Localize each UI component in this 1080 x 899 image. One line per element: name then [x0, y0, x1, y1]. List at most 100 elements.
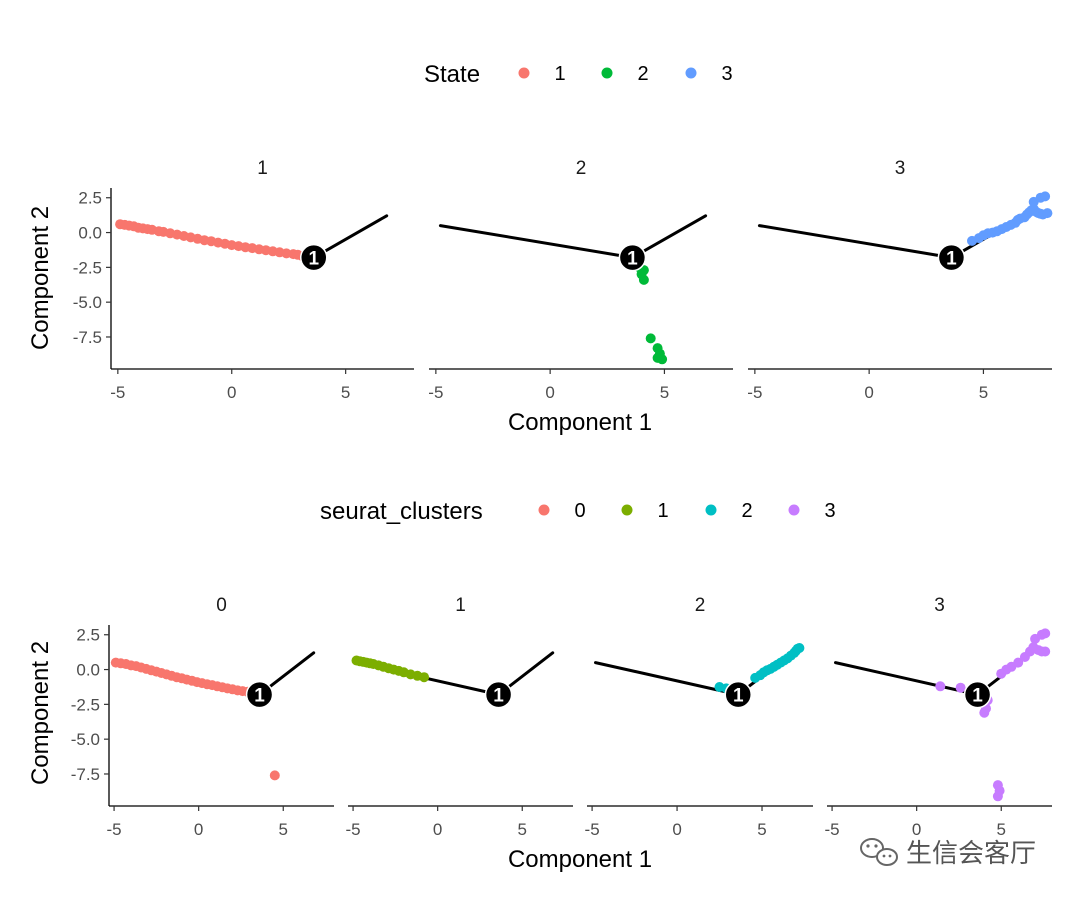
legend-label: 3 — [721, 63, 732, 85]
branch-point-marker — [937, 243, 966, 272]
y-tick-label: -2.5 — [71, 695, 100, 714]
facet-strip-label: 3 — [895, 158, 906, 179]
x-tick-label: 5 — [979, 383, 988, 402]
legend-key — [685, 67, 697, 79]
series-2 — [634, 262, 668, 365]
branch-point-label: 1 — [627, 249, 638, 270]
data-point — [1040, 628, 1051, 639]
wechat-icon — [860, 838, 898, 866]
data-point — [979, 707, 990, 718]
x-tick-label: 0 — [864, 383, 873, 402]
y-tick-label: 2.5 — [78, 189, 102, 208]
facet-panel-2: 2 -5 0 5 1 — [428, 158, 733, 402]
x-tick-label: -5 — [825, 820, 840, 839]
facet-panel-1: 1 -5 0 5 1 — [346, 595, 573, 839]
facet-panel-2: 2 -5 0 5 1 — [585, 595, 813, 839]
legend-entries: 0 1 2 3 — [538, 500, 836, 522]
y-tick-label: 0.0 — [78, 224, 102, 243]
facet-strip-label: 0 — [216, 595, 227, 616]
legend-key — [705, 504, 717, 516]
legend-key — [788, 504, 800, 516]
y-tick-label: -7.5 — [73, 328, 102, 347]
facet-strip-label: 3 — [934, 595, 945, 616]
x-tick-label: 5 — [341, 383, 350, 402]
x-tick-label: 5 — [518, 820, 527, 839]
y-axis-title: Component 2 — [27, 641, 54, 785]
legend-title: State — [424, 61, 480, 88]
series-3 — [935, 628, 1051, 802]
series-1 — [115, 219, 312, 262]
x-tick-label: 0 — [912, 820, 921, 839]
x-tick-label: -5 — [585, 820, 600, 839]
legend-key — [538, 504, 550, 516]
y-tick-label: 0.0 — [76, 661, 100, 680]
data-point — [1040, 646, 1051, 657]
legend-key — [518, 67, 530, 79]
facet-panels: 1 2.5 0.0 -2.5 -5.0 -7.5 -5 0 5 1 2 -5 0 5 1 3 -5 0 5 1 — [73, 158, 1053, 402]
branch-point-marker — [724, 680, 752, 709]
series-3 — [967, 191, 1053, 246]
facet-panel-3: 3 -5 0 5 1 — [747, 158, 1053, 402]
x-tick-label: 0 — [194, 820, 203, 839]
facet-panel-0: 0 2.5 0.0 -2.5 -5.0 -7.5 -5 0 5 1 — [71, 595, 334, 839]
data-point — [645, 333, 656, 344]
branch-point-marker — [618, 243, 647, 272]
x-tick-label: -5 — [346, 820, 361, 839]
x-tick-label: 5 — [660, 383, 669, 402]
x-tick-label: 0 — [545, 383, 554, 402]
branch-point-label: 1 — [254, 686, 265, 707]
legend-label: 0 — [574, 500, 585, 522]
data-point — [935, 681, 946, 692]
branch-point-marker — [963, 680, 992, 709]
x-tick-label: -5 — [107, 820, 122, 839]
legend-label: 2 — [741, 500, 752, 522]
series-0 — [110, 657, 280, 781]
facet-strip-label: 2 — [695, 595, 706, 616]
legend-entries: 1 2 3 — [518, 63, 733, 85]
trajectory-line — [594, 661, 740, 697]
data-point — [657, 354, 668, 365]
trajectory-line — [757, 224, 953, 260]
x-tick-label: 0 — [227, 383, 236, 402]
data-point — [419, 672, 430, 683]
facet-strip-label: 1 — [257, 158, 268, 179]
legend-key — [621, 504, 633, 516]
facet-panel-1: 1 2.5 0.0 -2.5 -5.0 -7.5 -5 0 5 1 — [73, 158, 414, 402]
x-tick-label: 5 — [279, 820, 288, 839]
data-point — [1040, 191, 1051, 202]
legend-title: seurat_clusters — [320, 498, 483, 525]
y-tick-label: -7.5 — [71, 765, 100, 784]
series-1 — [351, 655, 430, 683]
branch-point-marker — [300, 243, 328, 272]
x-tick-label: -5 — [747, 383, 762, 402]
legend-key — [601, 67, 613, 79]
y-tick-label: -5.0 — [71, 730, 100, 749]
facet-panels: 02.50.0-2.5-5.0-7.5-5 0 511-5 0 512-5 0 513-5 0… — [71, 595, 1052, 839]
legend-label: 1 — [554, 63, 565, 85]
trajectory-line — [312, 214, 389, 260]
legend-label: 2 — [637, 63, 648, 85]
trajectory-line — [834, 661, 980, 697]
branch-point-label: 1 — [308, 249, 319, 270]
legend-label: 1 — [657, 500, 668, 522]
branch-point-marker — [245, 680, 274, 709]
data-point — [794, 643, 805, 653]
x-tick-label: 5 — [997, 820, 1006, 839]
y-axis-title: Component 2 — [27, 206, 54, 350]
branch-point-label: 1 — [972, 686, 983, 707]
legend-label: 3 — [824, 500, 835, 522]
x-tick-label: 0 — [433, 820, 442, 839]
x-tick-label: 0 — [672, 820, 681, 839]
data-point — [1013, 657, 1024, 668]
facet-strip-label: 2 — [576, 158, 587, 179]
series-2 — [714, 643, 805, 695]
y-tick-label: -5.0 — [73, 293, 102, 312]
watermark-text: 生信会客厅 — [906, 838, 1036, 868]
x-tick-label: -5 — [110, 383, 125, 402]
data-point — [638, 274, 649, 285]
x-tick-label: 5 — [757, 820, 766, 839]
branch-point-label: 1 — [733, 686, 744, 707]
watermark: 生信会客厅 — [860, 838, 1036, 868]
facet-panel-3: 3 -5 0 5 1 — [825, 595, 1052, 839]
